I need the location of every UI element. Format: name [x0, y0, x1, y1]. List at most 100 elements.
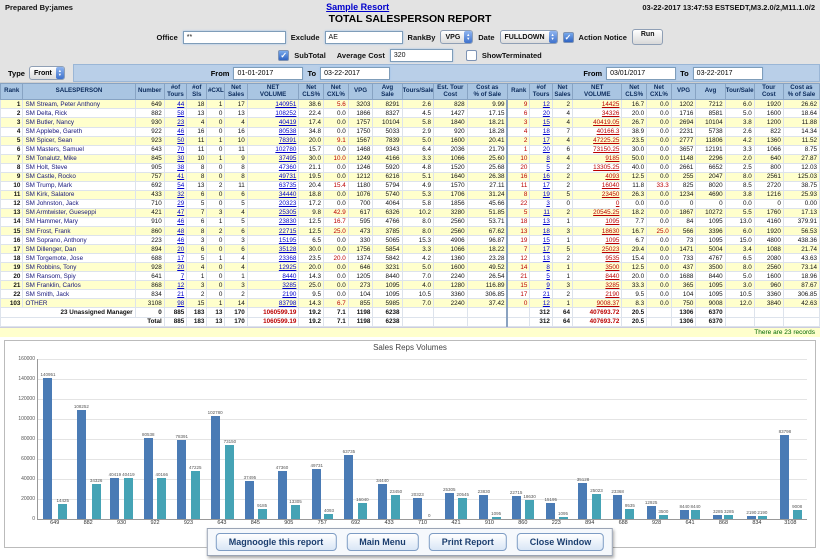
table-cell-link[interactable]: 35128 [246, 244, 300, 255]
resort-link[interactable]: Sample Resort [326, 2, 390, 12]
column-header[interactable]: SALESPERSON [22, 82, 136, 101]
bar[interactable] [525, 499, 535, 519]
run-button[interactable]: Run [631, 29, 664, 45]
table-cell-link[interactable]: 37495 [246, 153, 300, 164]
table-cell-link[interactable]: 29 [163, 198, 188, 209]
table-cell-link[interactable]: 9008.37 [572, 298, 623, 309]
column-header[interactable]: Est. Tour Cost [432, 82, 468, 101]
table-cell-link[interactable]: 23368 [246, 253, 300, 264]
table-cell-link[interactable]: 40419 [246, 117, 300, 128]
bar[interactable] [713, 515, 723, 519]
table-cell-link[interactable]: 58 [163, 108, 188, 119]
table-cell-link[interactable]: 7 [163, 271, 188, 282]
print-report-button[interactable]: Print Report [428, 533, 507, 551]
table-cell-link[interactable]: 83798 [246, 298, 300, 309]
magnoogle-report-button[interactable]: Magnoogle this report [215, 533, 337, 551]
table-cell-link[interactable]: 13 [529, 253, 553, 264]
bar[interactable] [377, 484, 387, 519]
bar[interactable] [479, 494, 489, 519]
table-cell-link[interactable]: 140951 [246, 99, 300, 110]
bar[interactable] [391, 495, 401, 519]
table-cell-link[interactable]: 17 [529, 244, 553, 255]
table-cell-link[interactable]: 9185 [572, 153, 623, 164]
table-cell-link[interactable]: 12 [529, 99, 553, 110]
table-cell-link[interactable]: 15195 [246, 235, 300, 246]
table-cell-link[interactable]: 34440 [246, 189, 300, 200]
table-cell-link[interactable]: 8440 [572, 271, 623, 282]
bar[interactable] [312, 468, 322, 519]
column-header[interactable]: Tour/Sale [724, 82, 755, 101]
table-cell-link[interactable]: 17 [163, 253, 188, 264]
bar[interactable] [613, 495, 623, 519]
table-cell-link[interactable]: 47 [163, 207, 188, 218]
table-cell-link[interactable]: 98 [163, 298, 188, 309]
table-cell-link[interactable]: 54 [163, 180, 188, 191]
bar[interactable] [157, 478, 167, 519]
column-header[interactable]: Tours/Sale [401, 82, 434, 101]
bar[interactable] [646, 505, 656, 519]
table-cell-link[interactable]: 15 [529, 117, 553, 128]
column-header[interactable]: #CXL [206, 82, 226, 101]
subtotal-checkbox[interactable]: ✓ [278, 50, 290, 61]
table-cell-link[interactable]: 2190 [572, 289, 623, 300]
table-cell-link[interactable]: 13 [529, 216, 553, 228]
bar[interactable] [257, 509, 267, 519]
table-cell-link[interactable]: 12925 [246, 262, 300, 273]
bar[interactable] [43, 377, 53, 519]
column-header[interactable]: #of Tours [163, 82, 188, 101]
table-cell-link[interactable]: 1095 [572, 235, 623, 246]
table-cell-link[interactable]: 18630 [572, 226, 623, 237]
bar[interactable] [511, 495, 521, 519]
table-cell-link[interactable]: 3285 [246, 280, 300, 291]
bar[interactable] [413, 498, 423, 519]
table-cell-link[interactable]: 40166.3 [572, 126, 623, 137]
table-cell-link[interactable]: 50 [163, 135, 188, 146]
bar[interactable] [210, 415, 220, 519]
bar[interactable] [110, 478, 120, 519]
table-cell-link[interactable]: 16 [529, 171, 553, 182]
table-cell-link[interactable]: 13305.25 [572, 162, 623, 173]
column-header[interactable]: #of Tours [529, 82, 553, 101]
exclude-input[interactable]: AE [324, 30, 403, 44]
table-cell-link[interactable]: 20323 [246, 198, 300, 209]
bar[interactable] [245, 481, 255, 519]
column-header[interactable]: #of Sls [186, 82, 208, 101]
table-cell-link[interactable]: 22715 [246, 226, 300, 237]
period1-from-input[interactable]: 01-01-2017 [233, 66, 304, 80]
bar[interactable] [558, 517, 568, 519]
table-cell-link[interactable]: 0 [572, 198, 623, 209]
column-header[interactable]: Rank [0, 82, 24, 101]
table-cell-link[interactable]: 8 [529, 153, 553, 164]
bar[interactable] [658, 515, 668, 519]
column-header[interactable]: Cost as % of Sale [466, 82, 508, 101]
table-cell-link[interactable]: 8440 [246, 271, 300, 282]
table-cell-link[interactable]: 5 [529, 271, 553, 282]
table-cell-link[interactable]: 41 [163, 171, 188, 182]
table-cell-link[interactable]: 46 [163, 126, 188, 137]
table-cell-link[interactable]: 14425 [572, 99, 623, 110]
bar[interactable] [458, 498, 468, 519]
column-header[interactable]: Rank [506, 82, 531, 101]
table-cell-link[interactable]: 78391 [246, 135, 300, 146]
bar[interactable] [123, 478, 133, 519]
period2-to-input[interactable]: 03-22-2017 [692, 66, 763, 80]
bar[interactable] [625, 509, 635, 519]
table-cell-link[interactable]: 102780 [246, 144, 300, 155]
table-cell-link[interactable]: 20 [529, 144, 553, 155]
table-cell-link[interactable]: 12 [163, 280, 188, 291]
table-cell-link[interactable]: 9535 [572, 253, 623, 264]
table-cell-link[interactable]: 70 [163, 144, 188, 155]
bar[interactable] [344, 454, 354, 519]
bar[interactable] [225, 445, 235, 519]
table-cell-link[interactable]: 46 [163, 235, 188, 246]
table-cell-link[interactable]: 25023 [572, 244, 623, 255]
column-header[interactable]: Net CLS% [621, 82, 648, 101]
table-cell-link[interactable]: 20 [163, 262, 188, 273]
main-menu-button[interactable]: Main Menu [346, 533, 419, 551]
table-cell-link[interactable]: 32 [163, 189, 188, 200]
table-cell-link[interactable]: 23450 [572, 189, 623, 200]
rankby-select[interactable]: VPG ▲ ▼ [440, 30, 474, 44]
table-cell-link[interactable]: 21 [529, 289, 553, 300]
bar[interactable] [591, 493, 601, 519]
table-cell-link[interactable]: 18 [529, 126, 553, 137]
